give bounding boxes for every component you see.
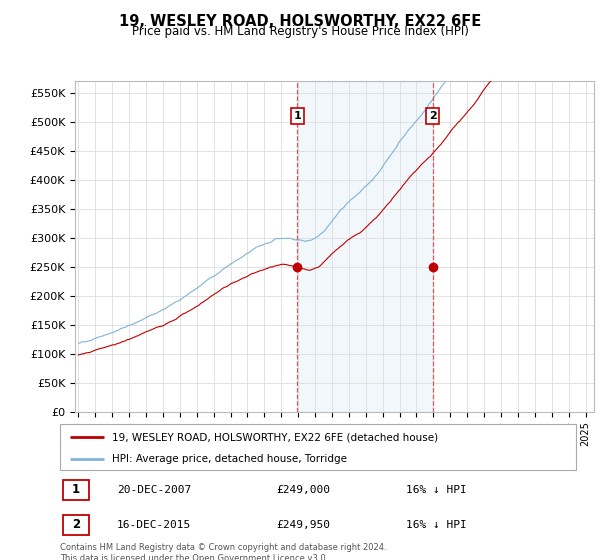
- Text: 2: 2: [72, 519, 80, 531]
- Text: 1: 1: [293, 111, 301, 121]
- FancyBboxPatch shape: [62, 480, 89, 500]
- Text: £249,000: £249,000: [277, 485, 331, 495]
- Text: 20-DEC-2007: 20-DEC-2007: [117, 485, 191, 495]
- Text: 16-DEC-2015: 16-DEC-2015: [117, 520, 191, 530]
- FancyBboxPatch shape: [60, 424, 576, 470]
- Text: Price paid vs. HM Land Registry's House Price Index (HPI): Price paid vs. HM Land Registry's House …: [131, 25, 469, 38]
- Text: 2: 2: [429, 111, 437, 121]
- Text: 19, WESLEY ROAD, HOLSWORTHY, EX22 6FE (detached house): 19, WESLEY ROAD, HOLSWORTHY, EX22 6FE (d…: [112, 432, 438, 442]
- Text: 16% ↓ HPI: 16% ↓ HPI: [406, 520, 466, 530]
- FancyBboxPatch shape: [62, 515, 89, 535]
- Text: £249,950: £249,950: [277, 520, 331, 530]
- Text: 19, WESLEY ROAD, HOLSWORTHY, EX22 6FE: 19, WESLEY ROAD, HOLSWORTHY, EX22 6FE: [119, 14, 481, 29]
- Text: Contains HM Land Registry data © Crown copyright and database right 2024.
This d: Contains HM Land Registry data © Crown c…: [60, 543, 386, 560]
- Text: 16% ↓ HPI: 16% ↓ HPI: [406, 485, 466, 495]
- Bar: [298, 81, 433, 412]
- Text: HPI: Average price, detached house, Torridge: HPI: Average price, detached house, Torr…: [112, 454, 347, 464]
- Text: 1: 1: [72, 483, 80, 496]
